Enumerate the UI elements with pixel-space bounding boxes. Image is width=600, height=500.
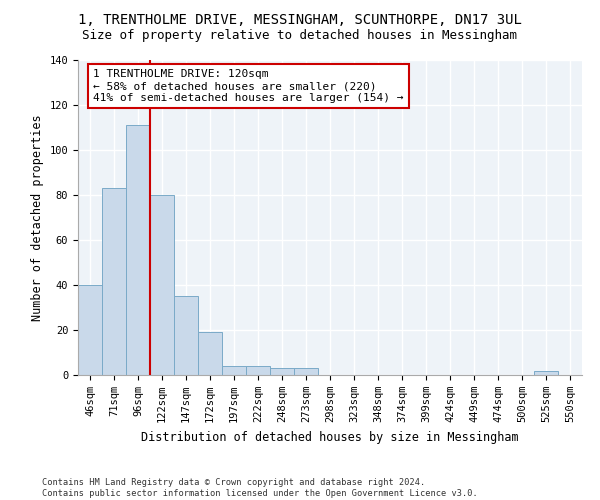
Text: 1 TRENTHOLME DRIVE: 120sqm
← 58% of detached houses are smaller (220)
41% of sem: 1 TRENTHOLME DRIVE: 120sqm ← 58% of deta…: [93, 70, 404, 102]
Bar: [294, 368, 318, 375]
Text: Contains HM Land Registry data © Crown copyright and database right 2024.
Contai: Contains HM Land Registry data © Crown c…: [42, 478, 478, 498]
Bar: [534, 370, 558, 375]
Text: Size of property relative to detached houses in Messingham: Size of property relative to detached ho…: [83, 29, 517, 42]
Bar: [270, 368, 294, 375]
Bar: [150, 195, 174, 375]
X-axis label: Distribution of detached houses by size in Messingham: Distribution of detached houses by size …: [141, 430, 519, 444]
Bar: [222, 366, 246, 375]
Bar: [102, 188, 126, 375]
Y-axis label: Number of detached properties: Number of detached properties: [31, 114, 44, 321]
Bar: [198, 332, 222, 375]
Bar: [174, 296, 198, 375]
Text: 1, TRENTHOLME DRIVE, MESSINGHAM, SCUNTHORPE, DN17 3UL: 1, TRENTHOLME DRIVE, MESSINGHAM, SCUNTHO…: [78, 12, 522, 26]
Bar: [246, 366, 270, 375]
Bar: [78, 285, 102, 375]
Bar: [126, 125, 150, 375]
